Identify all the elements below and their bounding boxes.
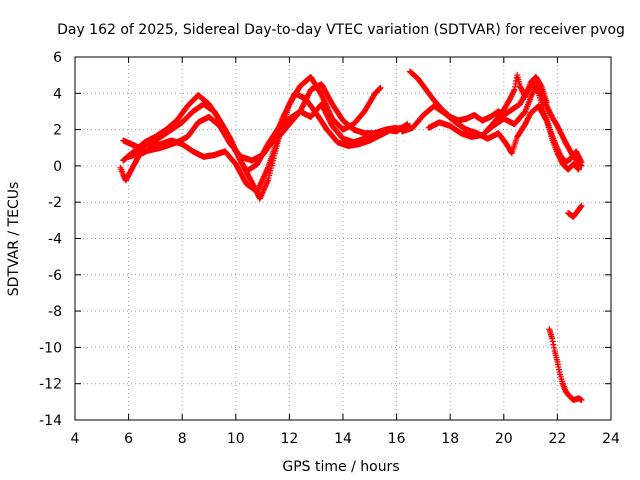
data-point bbox=[549, 338, 556, 345]
data-point bbox=[577, 162, 584, 169]
data-point bbox=[577, 203, 584, 210]
data-point bbox=[575, 165, 582, 172]
x-tick-label: 16 bbox=[388, 431, 406, 447]
x-tick-label: 22 bbox=[548, 431, 566, 447]
x-tick-label: 18 bbox=[441, 431, 459, 447]
data-point bbox=[578, 397, 585, 404]
y-tick-label: 6 bbox=[53, 50, 62, 66]
x-tick-label: 20 bbox=[495, 431, 513, 447]
x-tick-label: 14 bbox=[334, 431, 352, 447]
data-point bbox=[550, 341, 557, 348]
data-point bbox=[537, 81, 544, 88]
data-point bbox=[543, 99, 550, 106]
data-point bbox=[578, 202, 585, 209]
data-point bbox=[575, 166, 582, 173]
y-tick-label: -2 bbox=[48, 195, 62, 211]
chart-title: Day 162 of 2025, Sidereal Day-to-day VTE… bbox=[57, 22, 625, 38]
y-tick-label: -14 bbox=[39, 413, 62, 429]
y-tick-label: -12 bbox=[39, 377, 62, 393]
data-points bbox=[117, 68, 585, 404]
y-tick-label: -4 bbox=[48, 232, 62, 248]
data-point bbox=[549, 335, 556, 342]
y-tick-label: 2 bbox=[53, 123, 62, 139]
x-tick-label: 4 bbox=[71, 431, 80, 447]
data-point bbox=[377, 84, 384, 91]
data-point bbox=[551, 344, 558, 351]
x-tick-label: 6 bbox=[124, 431, 133, 447]
y-tick-label: -6 bbox=[48, 268, 62, 284]
plot-frame bbox=[74, 56, 612, 421]
x-tick-label: 10 bbox=[227, 431, 245, 447]
y-tick-label: 0 bbox=[53, 159, 62, 175]
y-tick-label: -10 bbox=[39, 340, 62, 356]
x-axis-title: GPS time / hours bbox=[282, 459, 399, 475]
y-tick-label: 4 bbox=[53, 86, 62, 102]
x-tick-label: 24 bbox=[602, 431, 620, 447]
y-axis-title: SDTVAR / TECUs bbox=[6, 182, 22, 297]
x-tick-label: 8 bbox=[178, 431, 187, 447]
y-tick-label: -8 bbox=[48, 304, 62, 320]
data-point bbox=[578, 162, 585, 169]
x-tick-label: 12 bbox=[280, 431, 298, 447]
